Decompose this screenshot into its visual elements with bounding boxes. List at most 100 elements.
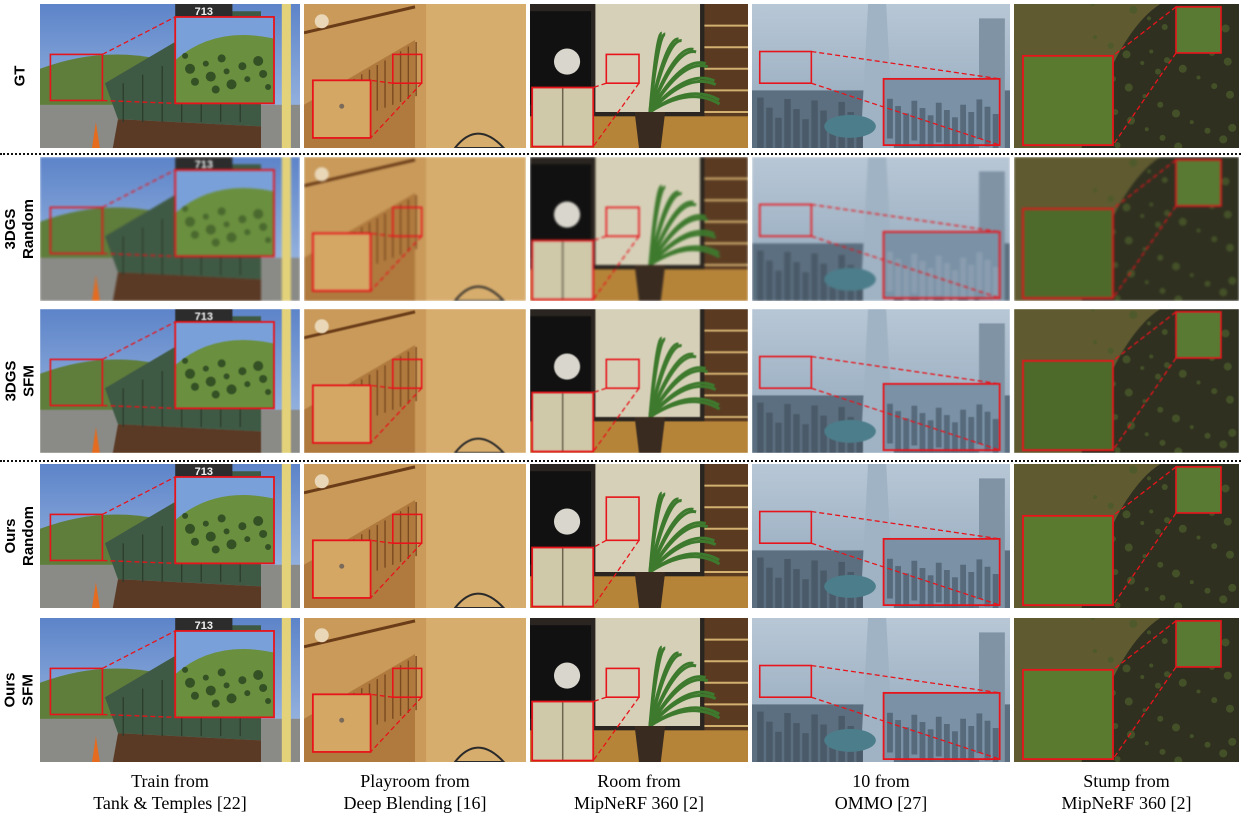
- source-box: [49, 206, 104, 255]
- row-label-line: SFM: [20, 365, 38, 397]
- image-3dgs-sfm-stump: [1014, 309, 1239, 453]
- image-3dgs-random-train: 713: [40, 157, 300, 301]
- yellow-pole: [281, 464, 291, 608]
- rendered-view: [1014, 309, 1239, 453]
- row-label-gt: GT: [2, 4, 38, 148]
- row-label-3dgs-sfm: 3DGS SFM: [2, 309, 38, 453]
- right-wall: [426, 464, 526, 608]
- row-label-line: 3DGS: [2, 208, 19, 250]
- caption-line: Train from: [131, 771, 209, 791]
- lamp: [314, 319, 329, 334]
- rendered-view: [752, 309, 1010, 453]
- zoom-grass: [1023, 208, 1113, 299]
- source-box: [1175, 6, 1222, 54]
- zoom-box: [311, 79, 372, 139]
- bookshelf: [704, 309, 748, 425]
- row-label-line: Random: [20, 506, 37, 566]
- rendered-view: [530, 157, 748, 301]
- banister: [304, 158, 416, 188]
- yellow-pole: [281, 309, 291, 453]
- number-plate: [175, 157, 233, 170]
- source-box: [49, 513, 104, 562]
- row-label-line: Ours: [2, 518, 19, 554]
- image-3dgs-sfm-room: [530, 309, 748, 453]
- image-ours-random-stump: [1014, 464, 1239, 608]
- source-box: [392, 513, 423, 545]
- right-wall: [426, 4, 526, 148]
- rendered-view: [304, 618, 526, 762]
- zoom-box: [1022, 207, 1114, 300]
- caption-line: MipNeRF 360 [2]: [574, 793, 704, 813]
- zoom-box: [531, 391, 595, 453]
- dome: [824, 728, 876, 752]
- rendered-view: [752, 4, 1010, 148]
- zoom-grass: [1023, 669, 1113, 760]
- rendered-view: [530, 309, 748, 453]
- zoom-box: [531, 700, 595, 762]
- image-gt-playroom: [304, 4, 526, 148]
- zoom-grass: [1023, 55, 1113, 146]
- section-divider: [0, 153, 1241, 155]
- rendered-view: [1014, 4, 1239, 148]
- dome: [824, 574, 876, 598]
- rendered-view: [304, 309, 526, 453]
- bookshelf: [704, 157, 748, 273]
- rendered-view: [530, 4, 748, 148]
- zoom-box: [882, 382, 1001, 452]
- source-box: [1175, 466, 1222, 514]
- zoom-box: [311, 232, 372, 292]
- zoom-box: [174, 16, 275, 105]
- yellow-pole: [281, 618, 291, 762]
- pot: [634, 417, 666, 453]
- rendered-view: [530, 464, 748, 608]
- column-caption-stump: Stump from MipNeRF 360 [2]: [1007, 770, 1241, 814]
- image-3dgs-random-stump: [1014, 157, 1239, 301]
- train-wheels: [112, 733, 261, 762]
- rendered-view: [1014, 157, 1239, 301]
- rendered-view: 713: [40, 4, 300, 148]
- rendered-view: 713: [40, 309, 300, 453]
- zoom-box: [174, 321, 275, 410]
- number-plate: [175, 309, 233, 322]
- banister: [304, 619, 416, 649]
- row-label-text: Ours Random: [2, 506, 38, 566]
- pot: [634, 112, 666, 148]
- row-label-line: Random: [20, 199, 37, 259]
- right-wall: [426, 157, 526, 301]
- zoom-box: [1022, 54, 1114, 147]
- rendered-view: [304, 464, 526, 608]
- source-box: [49, 667, 104, 716]
- row-label-text: Ours SFM: [2, 672, 38, 707]
- caption-line: Tank & Temples [22]: [93, 793, 247, 813]
- image-gt-room: [530, 4, 748, 148]
- source-box: [49, 358, 104, 407]
- speaker-cone: [553, 662, 581, 689]
- row-label-text: GT: [11, 66, 29, 87]
- image-ours-sfm-ommo: [752, 618, 1010, 762]
- rendered-view: 713: [40, 157, 300, 301]
- zoom-box: [311, 539, 372, 599]
- rendered-view: 713: [40, 464, 300, 608]
- caption-line: Stump from: [1083, 771, 1170, 791]
- image-ours-random-room: [530, 464, 748, 608]
- banister: [304, 5, 416, 35]
- image-ours-random-playroom: [304, 464, 526, 608]
- caption-line: MipNeRF 360 [2]: [1061, 793, 1192, 813]
- zoom-grass: [1023, 515, 1113, 606]
- right-wall: [426, 309, 526, 453]
- image-ours-random-train: 713: [40, 464, 300, 608]
- image-3dgs-sfm-ommo: [752, 309, 1010, 453]
- train-wheels: [112, 272, 261, 301]
- image-ours-sfm-train: 713: [40, 618, 300, 762]
- rendered-view: [1014, 618, 1239, 762]
- image-3dgs-random-room: [530, 157, 748, 301]
- bookshelf: [704, 618, 748, 734]
- zoom-box: [1022, 668, 1114, 761]
- source-box: [605, 667, 640, 699]
- zoom-detail: [339, 103, 345, 109]
- source-box: [392, 206, 423, 238]
- lamp: [314, 474, 329, 489]
- zoom-box: [1022, 514, 1114, 607]
- source-box: [758, 510, 813, 545]
- rendered-view: [304, 157, 526, 301]
